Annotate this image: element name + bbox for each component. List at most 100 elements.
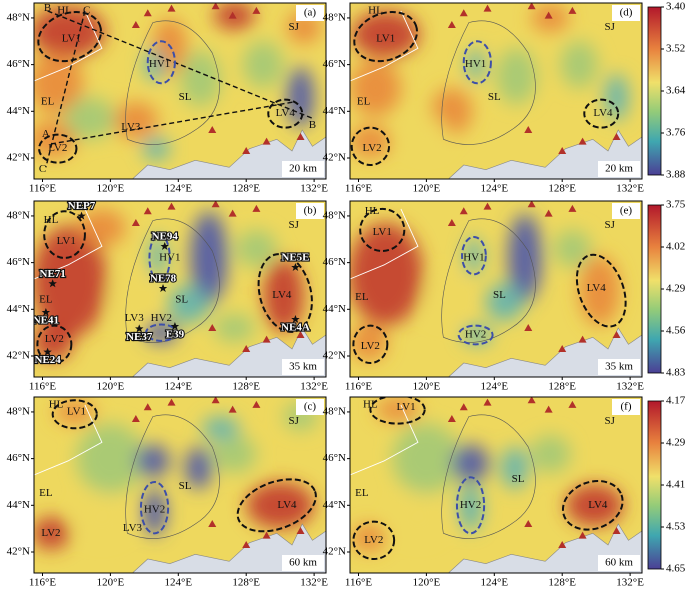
region-label: LV4 [277,499,297,511]
basin-outline [441,218,536,343]
lon-label: 128°E [548,577,576,589]
map-field: HL LV1 HV1 SL EL LV2 HV2 LV4 SJ [350,201,642,377]
anomaly-outline [369,397,426,425]
lat-label: 48°N [323,11,346,23]
velocity-anomaly [350,323,388,361]
region-label: HL [57,4,72,16]
volcano [544,405,553,413]
colorbar-label: 4.65 [666,563,686,575]
volcano [167,202,176,210]
colorbar-label: 3.64 [666,85,686,97]
velocity-anomaly [462,325,493,345]
volcano [558,540,567,548]
panel-frame [33,200,327,378]
velocity-anomaly [34,120,77,158]
volcano [252,6,261,14]
region-label: EL [355,487,369,499]
volcano [524,519,533,527]
velocity-anomaly [579,255,620,326]
volcano [612,330,621,338]
volcano [252,400,261,408]
region-label: HV1 [463,251,484,263]
volcano [558,146,567,154]
volcano [524,125,533,133]
panel-frame [349,396,643,574]
anomaly-outline [139,480,170,535]
region-label: LV2 [45,333,64,345]
lat-label: 46°N [323,58,346,70]
region-label: EL [39,487,53,499]
profile-line [50,101,294,145]
depth-label: 60 km [605,557,633,569]
station-label: NE71 [40,268,66,280]
volcano [483,398,492,406]
velocity-anomaly [212,435,257,473]
colorbar-label: 4.29 [666,283,686,295]
velocity-anomaly [110,274,145,321]
anomaly-outline [236,478,317,533]
velocity-anomaly [604,73,629,121]
region-label: LV1 [62,32,81,44]
panel-label-box [296,203,324,219]
region-label: SL [493,289,506,301]
region-label: LV2 [364,534,383,546]
velocity-anomaly [392,493,444,541]
region-label: SJ [605,219,616,231]
volcano [242,540,251,548]
region-label: SL [488,91,501,103]
lon-label: 116°E [345,183,372,195]
region-label: SL [175,294,188,306]
volcano [211,201,220,208]
velocity-anomaly [142,488,167,536]
anomaly-outline [583,98,620,129]
station [158,283,168,292]
panel-label: (f) [621,401,632,413]
lat-label: 42°N [323,152,346,164]
volcano [296,132,305,140]
region-label: LV3 [121,121,141,133]
volcano [208,125,217,133]
lat-label: 42°N [323,350,346,362]
velocity-anomaly [351,523,386,552]
border [350,10,419,82]
volcano [459,207,468,215]
velocity-anomaly [180,50,221,107]
volcano [544,209,553,217]
station [77,211,86,220]
volcano [228,11,237,19]
lon-label: 116°E [29,577,56,589]
lon-label: 124°E [164,381,192,393]
velocity-anomaly [34,323,74,361]
lon-label: 124°E [480,381,508,393]
velocity-anomaly [286,66,315,128]
volcano [167,398,176,406]
lon-label: 116°E [345,577,372,589]
volcano [527,201,536,208]
volcano [242,344,251,352]
station [170,321,180,330]
lon-label: 132°E [616,577,644,589]
velocity-anomaly [392,423,461,494]
depth-label: 60 km [289,557,317,569]
region-label: SJ [605,415,616,427]
lon-label: 124°E [164,577,192,589]
velocity-anomaly [202,416,240,440]
region-label: LV2 [361,340,380,352]
region-label: LV3 [123,522,143,534]
region-label: SL [179,480,192,492]
depth-box [282,359,324,375]
lat-label: 46°N [7,452,30,464]
anomaly-outline [461,235,487,276]
lat-label: 48°N [323,209,346,221]
region-label: HV1 [149,58,170,70]
volcano [242,146,251,154]
region-label: EL [357,96,371,108]
region-label: LV1 [376,32,395,44]
velocity-anomaly [404,115,449,154]
coastline [132,129,326,179]
colorbar-label: 4.41 [666,479,685,491]
anomaly-outline [148,233,171,283]
region-label: HV2 [460,499,481,511]
